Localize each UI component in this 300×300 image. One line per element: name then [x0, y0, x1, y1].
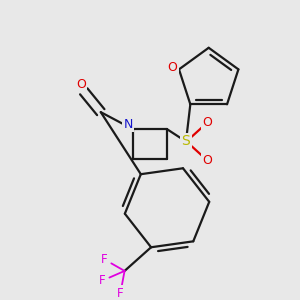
Text: F: F — [98, 274, 105, 287]
Text: F: F — [116, 287, 123, 300]
Text: S: S — [182, 134, 190, 148]
Text: O: O — [76, 78, 86, 91]
Text: F: F — [100, 253, 107, 266]
Text: N: N — [124, 118, 133, 131]
Text: O: O — [167, 61, 177, 74]
Text: O: O — [202, 116, 212, 129]
Text: O: O — [202, 154, 212, 167]
